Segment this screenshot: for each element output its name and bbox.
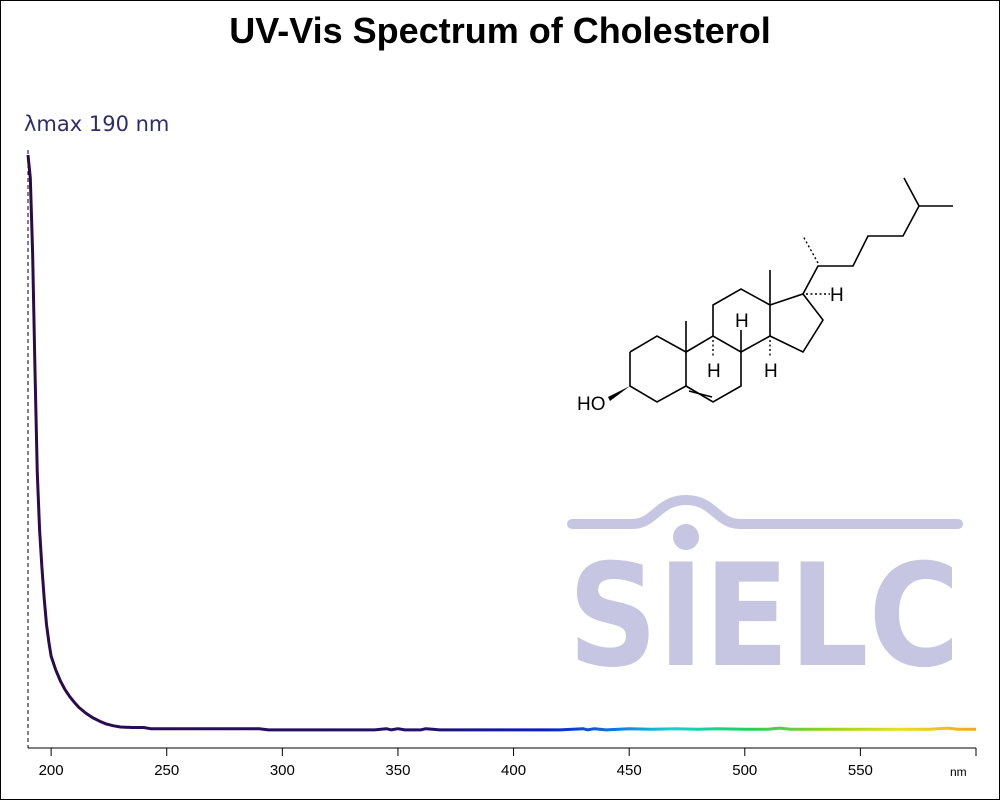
hydroxyl-label: HO xyxy=(577,394,606,415)
x-axis-tick-labels: 200 250 300 350 400 450 500 550 xyxy=(39,762,873,779)
lambda-max-annotation: λmax 190 nm xyxy=(24,112,170,136)
hydrogen-label-c8: H xyxy=(735,311,749,332)
chart-title: UV-Vis Spectrum of Cholesterol xyxy=(229,10,771,51)
svg-text:SIELC: SIELC xyxy=(568,534,960,699)
stereo-bonds xyxy=(608,235,830,401)
spectrum-line xyxy=(26,154,976,732)
x-tick-label-300: 300 xyxy=(270,762,295,779)
cholesterol-structure xyxy=(629,177,953,403)
x-tick-label-350: 350 xyxy=(385,762,410,779)
x-tick-label-200: 200 xyxy=(39,762,64,779)
hydrogen-label-c9: H xyxy=(707,361,721,382)
sielc-logo-watermark: SIELC xyxy=(567,494,963,699)
x-axis-unit: nm xyxy=(950,765,967,779)
x-tick-label-450: 450 xyxy=(617,762,642,779)
x-tick-label-500: 500 xyxy=(732,762,757,779)
x-axis-ticks xyxy=(50,748,977,756)
x-tick-label-250: 250 xyxy=(154,762,179,779)
x-tick-label-550: 550 xyxy=(848,762,873,779)
hydrogen-label-c14: H xyxy=(764,361,778,382)
x-tick-label-400: 400 xyxy=(501,762,526,779)
hydrogen-label-c17: H xyxy=(830,285,844,306)
structure-atom-labels: HO H H H H xyxy=(577,285,844,415)
